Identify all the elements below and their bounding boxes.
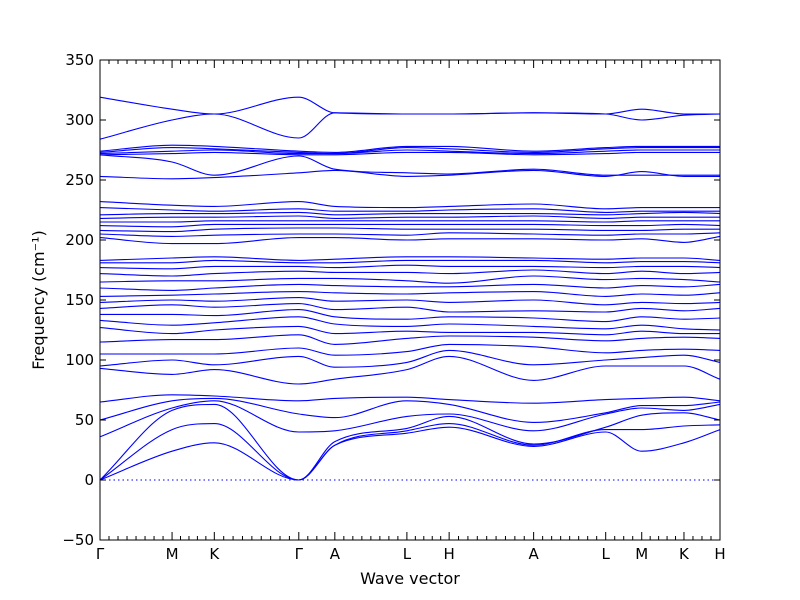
phonon-branch-36 xyxy=(99,147,720,155)
x-tick-label-L: L xyxy=(403,545,412,563)
x-tick-label-H: H xyxy=(714,545,725,563)
x-tick-label-A: A xyxy=(528,545,539,563)
phonon-branch-15 xyxy=(99,297,721,306)
y-tick-label: −50 xyxy=(62,531,94,549)
phonon-branch-30 xyxy=(99,207,720,213)
phonon-branch-8 xyxy=(99,349,721,368)
y-tick-label: 200 xyxy=(65,231,94,249)
phonon-branch-9 xyxy=(99,343,721,356)
phonon-branch-17 xyxy=(99,283,721,291)
x-minor-ticks xyxy=(108,60,712,540)
y-axis-ticks: −50 0 50 100 150 200 250 300 350 xyxy=(62,51,720,549)
x-tick-label-H: H xyxy=(443,545,454,563)
phonon-branch-38 xyxy=(99,112,721,140)
y-tick-label: 300 xyxy=(65,111,94,129)
phonon-branch-18 xyxy=(99,275,721,284)
phonon-branch-35 xyxy=(99,149,720,155)
phonon-branch-29 xyxy=(99,211,721,216)
phonon-branch-32 xyxy=(99,169,720,180)
plot-frame xyxy=(99,59,721,541)
x-tick-label-M: M xyxy=(166,545,179,563)
phonon-branch-27 xyxy=(100,220,720,223)
phonon-branch-10 xyxy=(99,334,721,345)
phonon-branch-12 xyxy=(99,316,721,331)
x-tick-label-K: K xyxy=(209,545,220,563)
phonon-branch-25 xyxy=(99,227,720,233)
phonon-branch-39 xyxy=(99,96,720,115)
y-tick-label: 50 xyxy=(75,411,94,429)
phonon-branch-26 xyxy=(99,223,721,228)
phonon-branch-3 xyxy=(99,403,721,481)
phonon-branch-1 xyxy=(99,426,721,481)
x-tick-label-A: A xyxy=(330,545,341,563)
y-tick-label: 100 xyxy=(65,351,94,369)
phonon-branch-23 xyxy=(99,235,721,245)
x-tick-label-Γ: Γ xyxy=(295,545,304,563)
phonon-branch-20 xyxy=(99,264,721,270)
phonon-branch-37 xyxy=(99,144,720,153)
phonon-branch-19 xyxy=(99,269,721,277)
phonon-branch-21 xyxy=(99,259,721,264)
phonon-branch-4 xyxy=(99,400,721,438)
x-tick-label-Γ: Γ xyxy=(96,545,105,563)
phonon-branch-28 xyxy=(99,215,720,219)
x-tick-label-M: M xyxy=(635,545,648,563)
y-tick-label: 150 xyxy=(65,291,94,309)
y-tick-label: 250 xyxy=(65,171,94,189)
y-tick-label: 0 xyxy=(84,471,94,489)
phonon-branch-5 xyxy=(99,397,721,423)
phonon-branch-14 xyxy=(99,303,721,313)
phonon-branch-6 xyxy=(99,394,721,404)
phonon-branch-2 xyxy=(99,423,721,481)
phonon-branch-11 xyxy=(99,325,720,336)
phonon-branch-31 xyxy=(99,201,720,210)
series-layer xyxy=(99,96,721,481)
phonon-branch-16 xyxy=(99,291,721,297)
phonon-branch-24 xyxy=(99,232,721,237)
phonon-branch-7 xyxy=(99,355,721,385)
phonon-branch-22 xyxy=(99,256,721,261)
x-tick-label-L: L xyxy=(602,545,611,563)
y-axis-label: Frequency (cm⁻¹) xyxy=(29,230,48,369)
x-axis-label: Wave vector xyxy=(360,569,460,588)
phonon-branch-34 xyxy=(99,151,720,156)
y-tick-label: 350 xyxy=(65,51,94,69)
x-tick-label-K: K xyxy=(679,545,690,563)
phonon-branch-33 xyxy=(99,154,720,176)
phonon-branch-13 xyxy=(100,309,721,323)
